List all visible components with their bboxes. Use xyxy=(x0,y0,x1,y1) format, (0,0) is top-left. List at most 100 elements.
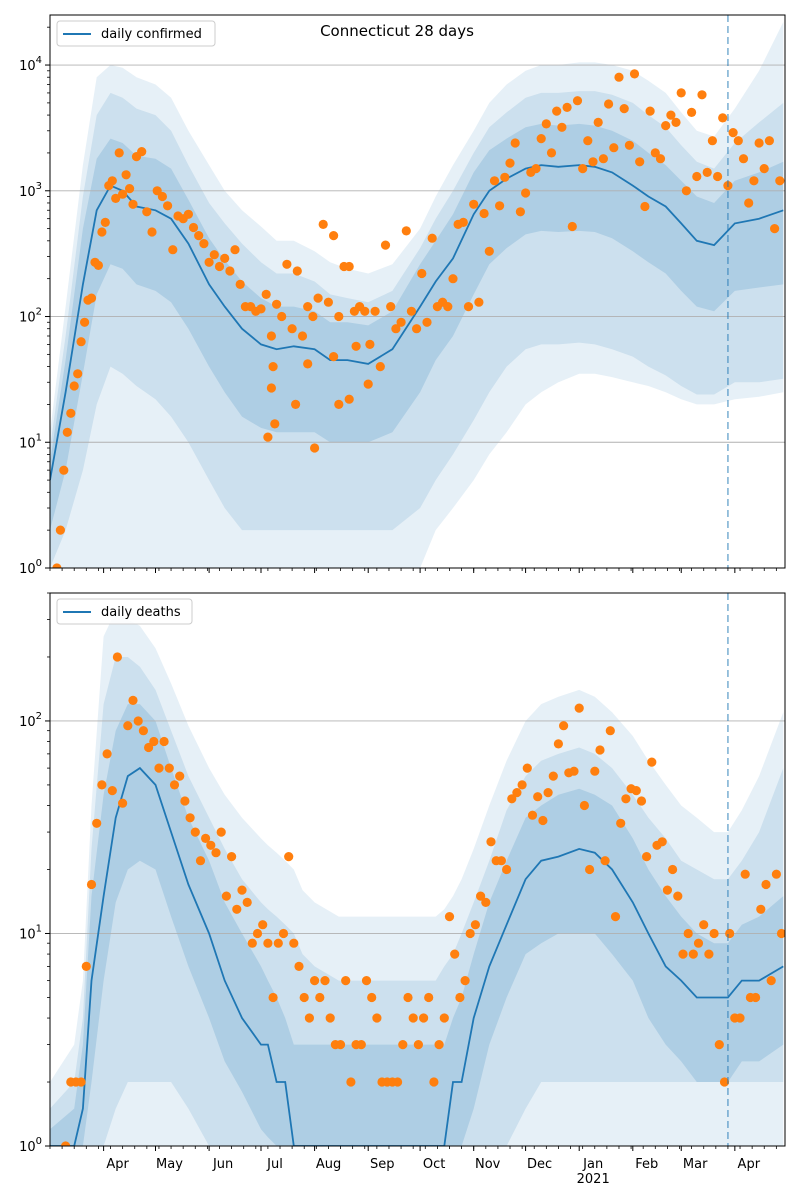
data-point xyxy=(683,928,693,939)
data-point xyxy=(610,912,621,922)
data-point xyxy=(619,104,629,114)
data-point xyxy=(80,317,90,327)
data-point xyxy=(230,245,240,255)
data-point xyxy=(149,736,159,747)
data-point xyxy=(496,856,506,866)
data-point xyxy=(52,563,62,568)
data-point xyxy=(341,976,351,986)
data-point xyxy=(216,827,226,837)
data-point xyxy=(413,1040,423,1050)
y-tick-label: 104 xyxy=(19,55,42,74)
data-point xyxy=(69,381,79,391)
x-tick-label: May xyxy=(156,1157,183,1172)
data-point xyxy=(199,239,209,249)
y-tick-label: 101 xyxy=(19,432,42,451)
data-point xyxy=(412,324,422,334)
data-point xyxy=(303,302,313,312)
data-point xyxy=(460,976,470,986)
data-point xyxy=(714,1040,724,1050)
data-point xyxy=(552,106,562,116)
data-point xyxy=(258,920,268,930)
data-point xyxy=(465,928,475,939)
data-point xyxy=(533,792,543,802)
data-point xyxy=(107,176,117,186)
data-point xyxy=(761,879,771,890)
data-point xyxy=(422,317,432,327)
confirmed-points xyxy=(52,69,785,568)
data-point xyxy=(252,928,263,939)
data-point xyxy=(294,961,304,972)
data-point xyxy=(583,136,593,146)
data-point xyxy=(693,938,704,948)
data-point xyxy=(133,716,143,726)
y-tick-label: 100 xyxy=(19,1136,42,1155)
data-point xyxy=(559,721,569,731)
data-point xyxy=(289,938,299,948)
data-point xyxy=(107,786,117,796)
data-point xyxy=(740,869,750,879)
data-point xyxy=(263,938,273,948)
data-point xyxy=(444,912,455,922)
x-tick-label: Dec xyxy=(527,1157,552,1172)
data-point xyxy=(495,201,505,211)
confirmed-panel: 100 101 102 103 104 Connecticut 28 days dail… xyxy=(19,14,786,577)
data-point xyxy=(536,134,546,144)
data-point xyxy=(548,771,558,781)
data-point xyxy=(125,184,135,194)
y-tick-label: 103 xyxy=(19,181,42,200)
y-tick-label: 100 xyxy=(19,558,42,577)
data-point xyxy=(408,1013,418,1023)
data-point xyxy=(557,122,567,132)
data-point xyxy=(424,992,434,1003)
data-point xyxy=(546,148,557,158)
data-point xyxy=(604,99,614,109)
chart-title: Connecticut 28 days xyxy=(320,22,474,40)
data-point xyxy=(318,219,328,229)
data-point xyxy=(137,147,147,157)
data-point xyxy=(242,897,252,908)
data-point xyxy=(237,885,247,895)
data-point xyxy=(323,297,333,307)
x-tick-label: Oct xyxy=(423,1157,445,1172)
data-point xyxy=(114,148,124,158)
data-point xyxy=(356,1040,366,1050)
x-tick-label: Nov xyxy=(475,1157,501,1172)
data-point xyxy=(749,176,759,186)
data-point xyxy=(744,198,754,208)
data-point xyxy=(334,311,344,322)
data-point xyxy=(595,745,605,755)
confirmed-legend: daily confirmed xyxy=(56,20,216,47)
x-tick-label: Feb xyxy=(635,1157,658,1172)
data-point xyxy=(579,800,590,811)
data-point xyxy=(455,992,465,1003)
data-point xyxy=(531,164,541,174)
data-point xyxy=(206,840,216,850)
data-point xyxy=(209,250,219,260)
deaths-band-outer xyxy=(50,610,784,1146)
data-point xyxy=(304,1013,314,1023)
data-point xyxy=(588,157,598,167)
data-point xyxy=(227,852,237,862)
deaths-points xyxy=(61,652,785,1146)
data-point xyxy=(401,226,411,236)
data-point xyxy=(270,419,280,429)
data-point xyxy=(443,302,453,312)
data-point xyxy=(614,72,624,82)
data-point xyxy=(346,1077,356,1087)
data-point xyxy=(609,143,619,153)
data-point xyxy=(636,796,647,806)
data-point xyxy=(268,362,278,372)
data-point xyxy=(481,897,491,908)
data-point xyxy=(647,757,657,767)
data-point xyxy=(574,703,584,713)
data-point xyxy=(185,813,195,823)
data-point xyxy=(329,231,339,241)
data-point xyxy=(704,949,714,959)
data-point xyxy=(93,260,103,270)
data-point xyxy=(470,920,480,930)
data-point xyxy=(702,167,712,177)
data-point xyxy=(403,992,413,1003)
deaths-line xyxy=(50,766,784,1146)
data-point xyxy=(668,864,678,875)
data-point xyxy=(543,788,553,798)
